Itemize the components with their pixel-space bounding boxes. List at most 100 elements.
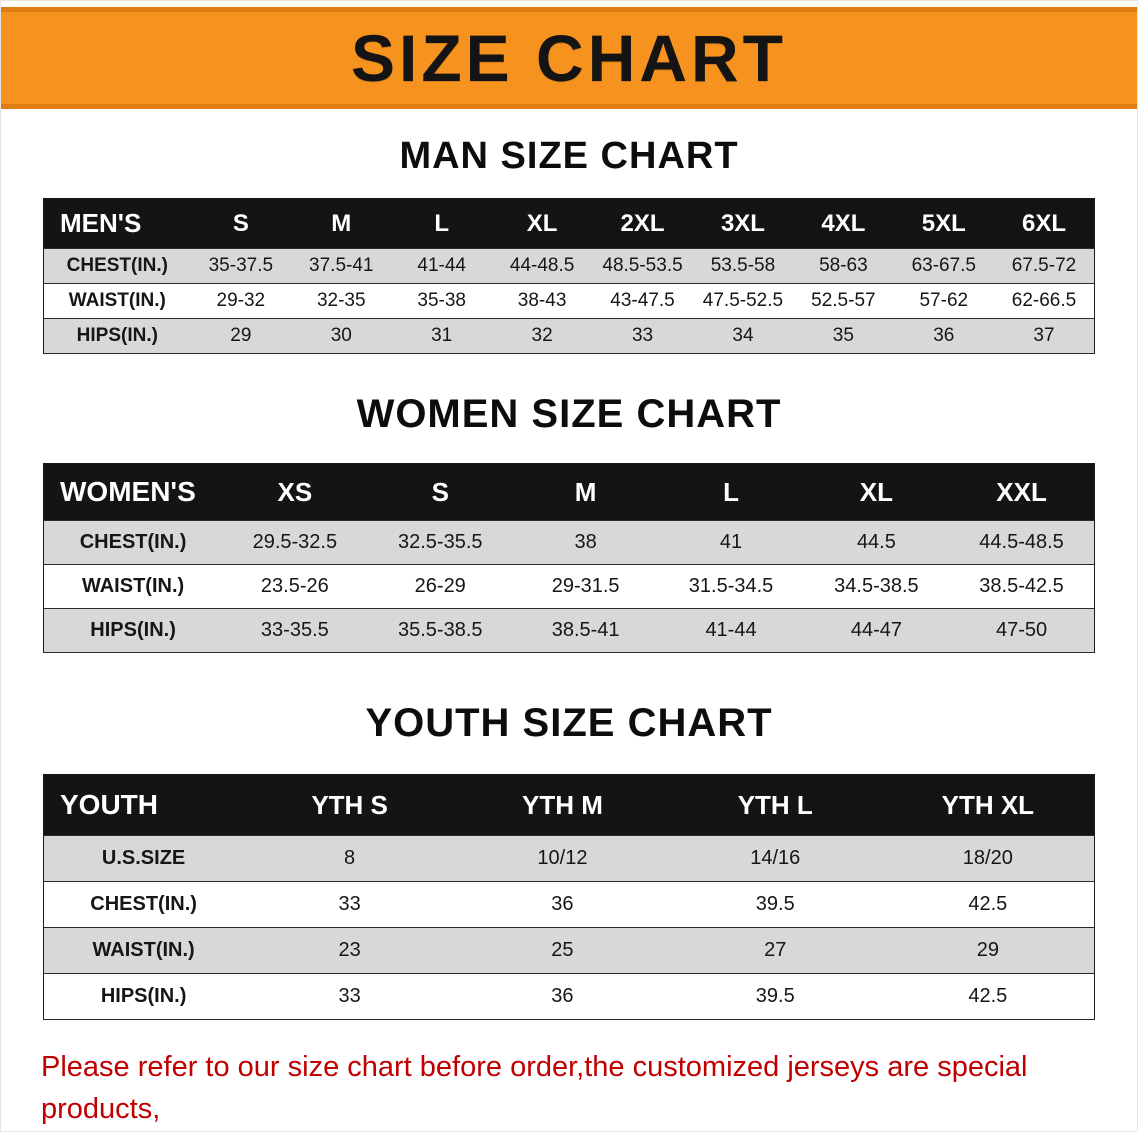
value-cell: 29 — [190, 318, 292, 354]
banner-title: SIZE CHART — [351, 21, 787, 95]
row-label-cell: CHEST(IN.) — [43, 881, 244, 928]
value-cell: 41-44 — [391, 248, 492, 284]
section-heading-women: WOMEN SIZE CHART — [356, 392, 782, 436]
banner: SIZE CHART — [1, 7, 1137, 109]
row-label-cell: HIPS(IN.) — [43, 973, 244, 1020]
value-cell: 44-47 — [803, 608, 950, 653]
value-cell: 27 — [668, 927, 882, 974]
table-header-row: WOMEN'S XS S M L XL XXL — [43, 463, 1095, 521]
value-cell: 32.5-35.5 — [367, 520, 513, 565]
row-label-cell: WAIST(IN.) — [43, 564, 223, 609]
value-cell: 14/16 — [668, 835, 882, 882]
column-header-cell: YTH L — [668, 774, 882, 836]
value-cell: 18/20 — [881, 835, 1095, 882]
column-header-cell: S — [190, 198, 292, 249]
value-cell: 37 — [994, 318, 1095, 354]
row-label-cell: U.S.SIZE — [43, 835, 244, 882]
value-cell: 41-44 — [658, 608, 804, 653]
table-row: HIPS(IN.) 29 30 31 32 33 34 35 36 37 — [43, 318, 1095, 354]
value-cell: 67.5-72 — [994, 248, 1095, 284]
table-row: CHEST(IN.) 35-37.5 37.5-41 41-44 44-48.5 48.5… — [43, 248, 1095, 284]
table-row: WAIST(IN.) 23 25 27 29 — [43, 927, 1095, 974]
value-cell: 33 — [243, 881, 457, 928]
value-cell: 30 — [291, 318, 392, 354]
row-label-cell: WAIST(IN.) — [43, 927, 244, 974]
value-cell: 35 — [793, 318, 894, 354]
value-cell: 36 — [456, 881, 669, 928]
column-header-cell: 4XL — [793, 198, 894, 249]
column-header-cell: XL — [803, 463, 950, 521]
value-cell: 39.5 — [668, 973, 882, 1020]
row-label-cell: CHEST(IN.) — [43, 520, 223, 565]
section-heading-youth: YOUTH SIZE CHART — [365, 701, 773, 745]
column-header-cell: YTH S — [243, 774, 457, 836]
row-label-cell: HIPS(IN.) — [43, 318, 191, 354]
value-cell: 52.5-57 — [793, 283, 894, 319]
table-row: CHEST(IN.) 29.5-32.5 32.5-35.5 38 41 44.5 44.5… — [43, 520, 1095, 565]
column-header-cell: M — [291, 198, 392, 249]
table-row: WAIST(IN.) 23.5-26 26-29 29-31.5 31.5-34.5 34… — [43, 564, 1095, 609]
size-table: MEN'S S M L XL 2XL 3XL 4XL 5XL 6XL CHEST(IN.) 35-37… — [43, 198, 1095, 354]
table-title-cell: MEN'S — [43, 198, 191, 249]
value-cell: 41 — [658, 520, 804, 565]
value-cell: 29.5-32.5 — [222, 520, 368, 565]
value-cell: 33-35.5 — [222, 608, 368, 653]
value-cell: 8 — [243, 835, 457, 882]
value-cell: 63-67.5 — [893, 248, 994, 284]
column-header-cell: YTH M — [456, 774, 669, 836]
value-cell: 25 — [456, 927, 669, 974]
row-label-cell: CHEST(IN.) — [43, 248, 191, 284]
row-label-cell: HIPS(IN.) — [43, 608, 223, 653]
column-header-cell: XS — [222, 463, 368, 521]
value-cell: 35-38 — [391, 283, 492, 319]
footer-note-line1: Please refer to our size chart before or… — [41, 1051, 1028, 1126]
value-cell: 23.5-26 — [222, 564, 368, 609]
column-header-cell: YTH XL — [881, 774, 1095, 836]
value-cell: 32-35 — [291, 283, 392, 319]
value-cell: 42.5 — [881, 881, 1095, 928]
value-cell: 57-62 — [893, 283, 994, 319]
table-row: WAIST(IN.) 29-32 32-35 35-38 38-43 43-47.5 47.… — [43, 283, 1095, 319]
size-table: WOMEN'S XS S M L XL XXL CHEST(IN.) 29.5-32.5 32.5… — [43, 463, 1095, 653]
value-cell: 29 — [881, 927, 1095, 974]
women-size-table-container: WOMEN'S XS S M L XL XXL CHEST(IN.) 29.5-32.5 32.5… — [43, 463, 1095, 653]
table-row: CHEST(IN.) 33 36 39.5 42.5 — [43, 881, 1095, 928]
value-cell: 26-29 — [367, 564, 513, 609]
value-cell: 36 — [893, 318, 994, 354]
table-header-row: YOUTH YTH S YTH M YTH L YTH XL — [43, 774, 1095, 836]
value-cell: 33 — [243, 973, 457, 1020]
value-cell: 31.5-34.5 — [658, 564, 804, 609]
table-title-cell: YOUTH — [43, 774, 244, 836]
column-header-cell: M — [512, 463, 659, 521]
value-cell: 38 — [512, 520, 659, 565]
column-header-cell: 5XL — [893, 198, 994, 249]
men-size-table-container: MEN'S S M L XL 2XL 3XL 4XL 5XL 6XL CHEST(IN.) 35-37… — [43, 198, 1095, 354]
value-cell: 38-43 — [491, 283, 593, 319]
value-cell: 33 — [592, 318, 693, 354]
column-header-cell: L — [658, 463, 804, 521]
value-cell: 34 — [692, 318, 794, 354]
value-cell: 44.5-48.5 — [949, 520, 1095, 565]
footer-note: Please refer to our size chart before or… — [41, 1046, 1097, 1131]
value-cell: 39.5 — [668, 881, 882, 928]
value-cell: 32 — [491, 318, 593, 354]
row-label-cell: WAIST(IN.) — [43, 283, 191, 319]
column-header-cell: L — [391, 198, 492, 249]
table-row: HIPS(IN.) 33-35.5 35.5-38.5 38.5-41 41-44 44-… — [43, 608, 1095, 653]
value-cell: 47.5-52.5 — [692, 283, 794, 319]
value-cell: 44.5 — [803, 520, 950, 565]
value-cell: 43-47.5 — [592, 283, 693, 319]
value-cell: 23 — [243, 927, 457, 974]
value-cell: 37.5-41 — [291, 248, 392, 284]
value-cell: 48.5-53.5 — [592, 248, 693, 284]
column-header-cell: 6XL — [994, 198, 1095, 249]
value-cell: 42.5 — [881, 973, 1095, 1020]
value-cell: 29-31.5 — [512, 564, 659, 609]
value-cell: 58-63 — [793, 248, 894, 284]
column-header-cell: XXL — [949, 463, 1095, 521]
table-row: HIPS(IN.) 33 36 39.5 42.5 — [43, 973, 1095, 1020]
column-header-cell: 3XL — [692, 198, 794, 249]
column-header-cell: 2XL — [592, 198, 693, 249]
value-cell: 36 — [456, 973, 669, 1020]
